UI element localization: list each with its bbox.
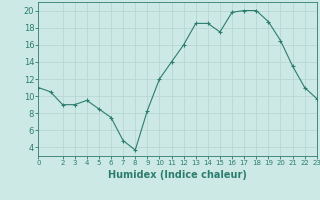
X-axis label: Humidex (Indice chaleur): Humidex (Indice chaleur) bbox=[108, 170, 247, 180]
